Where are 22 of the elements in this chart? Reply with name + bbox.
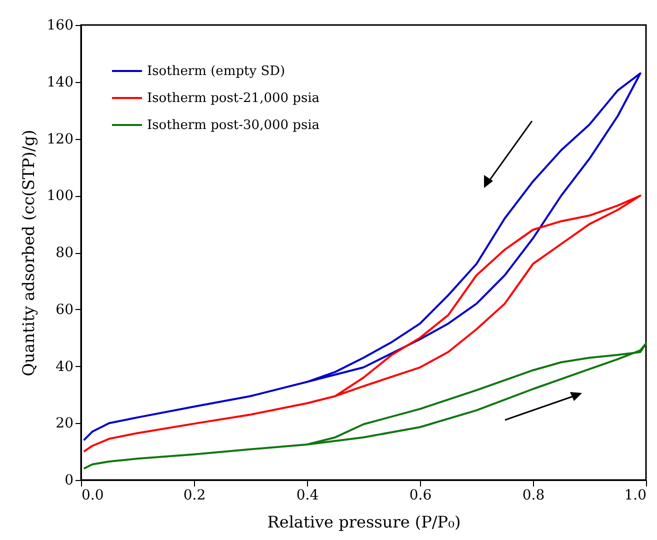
x-tick-label: 1.0	[624, 488, 646, 504]
y-tick-label: 40	[56, 358, 74, 375]
x-tick-label: 0.8	[522, 488, 545, 504]
x-tick-label: 0.2	[183, 488, 206, 504]
y-tick-label: 20	[56, 416, 74, 432]
y-tick-label: 160	[46, 18, 74, 34]
line-series	[82, 194, 642, 453]
y-tick-label: 60	[56, 302, 74, 318]
legend-label: Isotherm (empty SD)	[147, 64, 286, 79]
y-tick-label: 140	[46, 74, 74, 90]
y-axis-title: Quantity adsorbed (cc(STP)/g)	[18, 130, 38, 376]
x-axis-title: Relative pressure (P/P₀)	[267, 512, 461, 532]
y-tick-label: 0	[64, 472, 74, 488]
y-tick-label: 100	[46, 188, 74, 204]
y-tick-label: 120	[46, 131, 74, 148]
x-tick-label: 0.6	[409, 488, 432, 504]
x-tick-label: 0.0	[82, 488, 104, 504]
y-tick-label: 80	[56, 245, 74, 261]
line-series	[82, 342, 647, 470]
legend-label: Isotherm post-30,000 psia	[147, 118, 320, 133]
x-tick-label: 0.4	[296, 488, 319, 504]
legend-label: Isotherm post-21,000 psia	[147, 91, 320, 106]
